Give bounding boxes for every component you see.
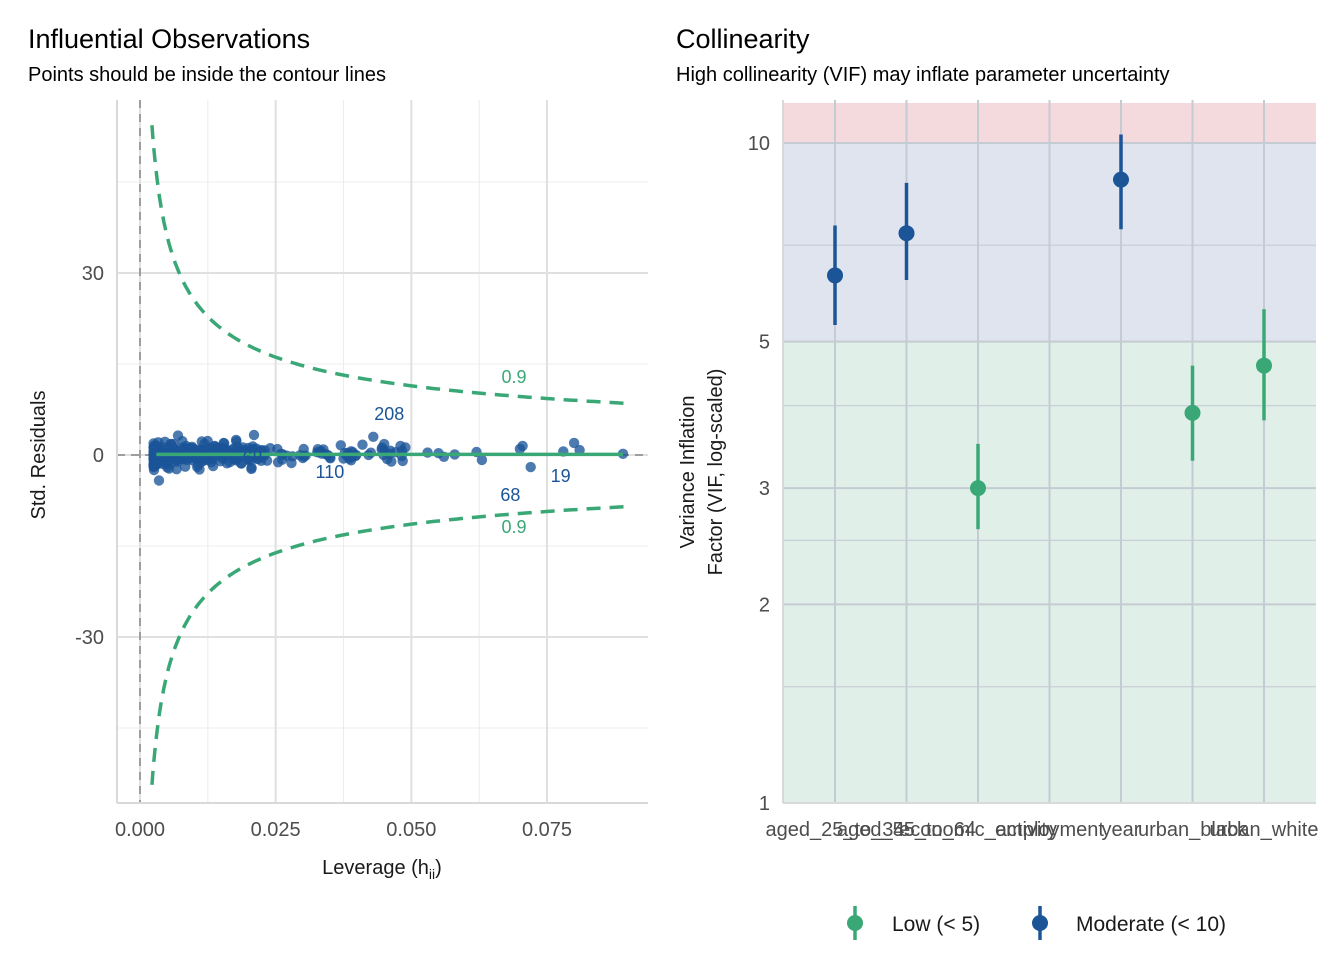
right-x-tick-label: employment	[995, 819, 1104, 841]
residual-point	[194, 464, 205, 475]
point-label: 110	[316, 462, 345, 482]
residual-point	[422, 447, 433, 458]
vif-point	[970, 480, 986, 497]
residual-point	[172, 430, 184, 441]
residual-point	[180, 461, 191, 472]
right-y-axis-title-line1: Variance Inflation	[677, 395, 699, 548]
right-y-axis-title-line2: Factor (VIF, log-scaled)	[705, 369, 727, 576]
left-y-tick-label: 30	[82, 263, 104, 285]
residual-point	[224, 456, 236, 468]
left-y-tick-label: -30	[75, 627, 104, 649]
vif-point	[1113, 171, 1129, 188]
left-x-axis-title-close: )	[435, 857, 442, 879]
right-y-tick-label: 5	[759, 332, 770, 354]
vif-point	[827, 267, 843, 284]
right-chart-title: Collinearity	[676, 24, 810, 54]
vif-point	[898, 225, 915, 242]
contour-label-lower: 0.9	[501, 517, 526, 537]
residual-point	[476, 454, 488, 466]
residual-point	[517, 440, 528, 452]
upper-contour-line	[150, 125, 626, 406]
left-x-tick-label: 0.000	[115, 819, 165, 841]
residual-point	[335, 440, 346, 451]
residual-point	[196, 436, 207, 447]
left-x-tick-label: 0.075	[522, 819, 572, 841]
residual-point	[153, 475, 165, 486]
vif-marks	[827, 134, 1272, 530]
residual-point	[395, 440, 406, 452]
legend-low-label: Low (< 5)	[892, 913, 980, 936]
left-x-axis-title-main: Leverage (h	[322, 857, 429, 879]
residual-point	[246, 463, 257, 475]
right-x-tick-label: economic_activity	[899, 819, 1057, 841]
residual-point	[617, 448, 629, 459]
residual-point	[251, 443, 262, 454]
residual-point	[248, 429, 260, 441]
right-x-tick-labels: aged_25_to_34aged_55_to_64economic_activ…	[765, 819, 1318, 841]
residual-point	[171, 455, 182, 466]
legend-moderate-label: Moderate (< 10)	[1076, 913, 1226, 936]
left-x-axis-title-sub: ii	[429, 866, 435, 882]
right-chart-subtitle: High collinearity (VIF) may inflate para…	[676, 64, 1170, 86]
legend: Low (< 5) Moderate (< 10)	[847, 906, 1226, 940]
right-x-tick-label: year	[1102, 819, 1141, 841]
left-x-tick-label: 0.025	[251, 819, 301, 841]
legend-moderate-key-dot	[1032, 915, 1048, 931]
vif-point	[1256, 357, 1272, 374]
right-x-tick-label: aged_55_to_64	[837, 819, 976, 841]
contour-label-upper: 0.9	[501, 367, 526, 387]
residual-point	[357, 439, 368, 450]
lower-contour-line	[150, 504, 626, 785]
residual-point	[148, 442, 159, 453]
left-x-tick-label: 0.050	[386, 819, 436, 841]
residual-point	[368, 431, 379, 442]
residual-point	[232, 441, 243, 453]
residual-point	[272, 457, 284, 468]
left-x-tick-labels: 0.000 0.025 0.050 0.075	[115, 819, 572, 841]
point-label: 68	[500, 485, 520, 505]
right-x-tick-label: urban_black	[1138, 819, 1248, 841]
right-y-tick-label: 10	[748, 133, 770, 155]
point-label: 68	[242, 448, 262, 468]
legend-low-key-dot	[847, 915, 863, 931]
right-y-tick-label: 1	[759, 793, 770, 815]
residual-point	[525, 461, 536, 473]
left-y-tick-labels: 30 0 -30	[75, 263, 104, 649]
right-y-tick-label: 3	[759, 478, 770, 500]
right-y-tick-labels: 1 2 3 5 10	[748, 133, 770, 815]
residual-point	[379, 438, 390, 450]
point-label: 19	[551, 466, 571, 486]
point-label: 208	[374, 404, 404, 424]
left-y-axis-title: Std. Residuals	[28, 391, 50, 520]
left-chart-subtitle: Points should be inside the contour line…	[28, 64, 387, 86]
residual-point	[148, 459, 159, 470]
influential-observations-plot: 0.9 0.9 208 68 110 19 68 0.000 0.025 0.050 0.07…	[28, 100, 648, 882]
left-x-axis-title: Leverage (hii)	[322, 857, 442, 882]
right-y-tick-label: 2	[759, 594, 770, 616]
point-labels: 208 68 110 19 68	[242, 404, 570, 505]
left-chart-title: Influential Observations	[28, 24, 311, 54]
right-x-tick-label: urban_white	[1210, 819, 1319, 841]
collinearity-plot: 1 2 3 5 10 aged_25_to_34aged_55_to_64economi…	[677, 100, 1318, 940]
right-x-tick-label: aged_25_to_34	[765, 819, 904, 841]
vif-point	[1184, 404, 1201, 421]
residual-point	[568, 437, 580, 449]
residual-point	[209, 441, 220, 452]
left-y-tick-label: 0	[93, 445, 104, 467]
